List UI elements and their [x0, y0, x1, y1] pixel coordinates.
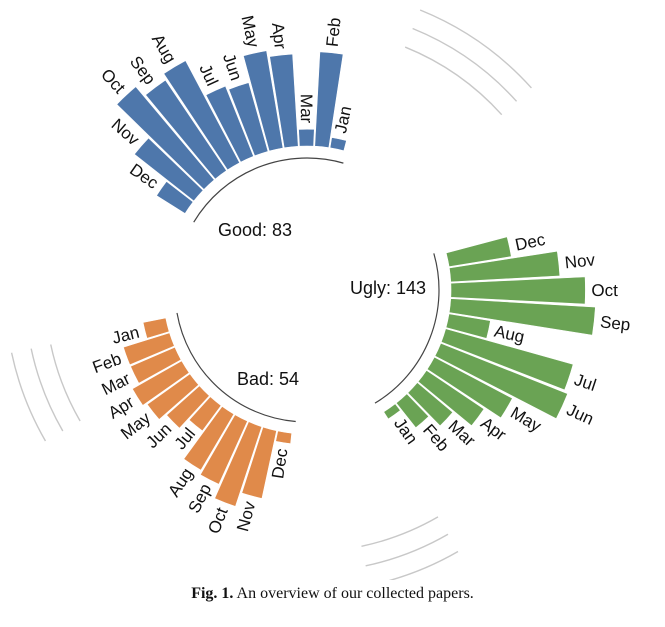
bar-good-jan — [329, 137, 347, 152]
bar-good-mar — [298, 128, 315, 147]
month-label-good-oct: Oct — [97, 65, 129, 98]
center-label-good: Good: 83 — [218, 220, 292, 240]
bar-good-nov — [134, 137, 204, 202]
bar-good-dec — [156, 180, 194, 214]
month-label-ugly-nov: Nov — [564, 250, 597, 272]
inner-group-arcs — [176, 157, 440, 423]
bar-ugly-may — [426, 356, 513, 419]
month-label-good-mar: Mar — [297, 94, 316, 124]
inner-arc-good — [193, 157, 344, 223]
bar-ugly-aug — [445, 313, 491, 339]
decorative-arc-top-right-2 — [412, 27, 518, 102]
month-label-good-jul: Jul — [195, 61, 221, 89]
bars-layer — [116, 50, 596, 507]
decorative-arc-bottom-right-3 — [388, 550, 459, 580]
decorative-arc-left-2 — [30, 348, 64, 432]
month-label-good-apr: Apr — [268, 22, 290, 51]
bar-ugly-jul — [440, 328, 574, 391]
bar-bad-apr — [131, 360, 190, 406]
bar-bad-nov — [241, 426, 277, 499]
decorative-arc-top-right-1 — [404, 46, 503, 116]
decorative-arc-bottom-right-2 — [365, 533, 449, 567]
month-label-good-jun: Jun — [219, 51, 246, 83]
decorative-arc-left-3 — [10, 352, 47, 442]
center-label-bad: Bad: 54 — [237, 369, 299, 389]
caption-label: Fig. 1. — [191, 585, 234, 602]
decorative-arc-bottom-right-1 — [361, 516, 439, 547]
center-labels-layer: Good: 83 Ugly: 143 Bad: 54 — [218, 220, 426, 389]
bar-good-sep — [145, 79, 227, 180]
bar-bad-dec — [275, 430, 293, 444]
bar-bad-jun — [166, 385, 210, 429]
bar-ugly-dec — [445, 236, 512, 268]
bar-bad-may — [146, 373, 200, 420]
radial-bar-chart: JanFebMarAprMayJunJulAugSepOctNovDecJanF… — [10, 9, 631, 580]
month-label-bad-nov: Nov — [233, 499, 259, 534]
bar-good-may — [242, 50, 284, 152]
bar-bad-aug — [183, 405, 235, 471]
inner-arc-ugly — [374, 253, 440, 404]
month-label-ugly-jul: Jul — [572, 370, 599, 395]
month-label-bad-oct: Oct — [204, 505, 231, 537]
bar-bad-oct — [214, 421, 263, 507]
decorative-arcs — [10, 9, 532, 580]
figure-caption: Fig. 1. An overview of our collected pap… — [0, 585, 665, 603]
center-label-ugly: Ugly: 143 — [350, 278, 426, 298]
bar-ugly-oct — [450, 276, 586, 305]
month-label-ugly-aug: Aug — [493, 322, 527, 347]
bar-ugly-feb — [395, 393, 430, 429]
caption-text: An overview of our collected papers. — [236, 585, 474, 602]
bar-good-apr — [269, 53, 299, 149]
bar-ugly-sep — [448, 298, 596, 336]
decorative-arc-left-1 — [50, 344, 81, 422]
month-label-ugly-sep: Sep — [599, 312, 631, 334]
bar-bad-jul — [188, 396, 222, 432]
month-label-ugly-jun: Jun — [564, 400, 597, 429]
month-label-good-may: May — [237, 14, 263, 50]
bar-good-feb — [314, 51, 344, 148]
bar-good-oct — [116, 86, 215, 190]
bar-good-jul — [205, 85, 254, 163]
bar-ugly-apr — [417, 369, 485, 427]
bar-ugly-nov — [448, 250, 561, 283]
bar-bad-feb — [123, 332, 175, 366]
month-label-ugly-dec: Dec — [513, 230, 547, 255]
bar-ugly-jun — [434, 342, 569, 420]
decorative-arc-top-right-3 — [419, 9, 532, 89]
bar-bad-jan — [142, 317, 170, 339]
bar-good-aug — [163, 60, 241, 171]
month-label-good-aug: Aug — [148, 31, 180, 67]
bar-ugly-jan — [383, 403, 401, 420]
month-label-ugly-apr: Apr — [477, 413, 510, 444]
bar-bad-mar — [130, 346, 182, 384]
bar-bad-sep — [199, 414, 248, 485]
month-label-good-sep: Sep — [126, 53, 159, 89]
month-label-ugly-oct: Oct — [591, 281, 618, 300]
inner-arc-bad — [176, 312, 296, 423]
bar-good-jun — [228, 82, 269, 157]
month-label-good-feb: Feb — [323, 17, 345, 48]
bar-ugly-mar — [407, 382, 454, 427]
month-label-bad-dec: Dec — [268, 447, 292, 480]
